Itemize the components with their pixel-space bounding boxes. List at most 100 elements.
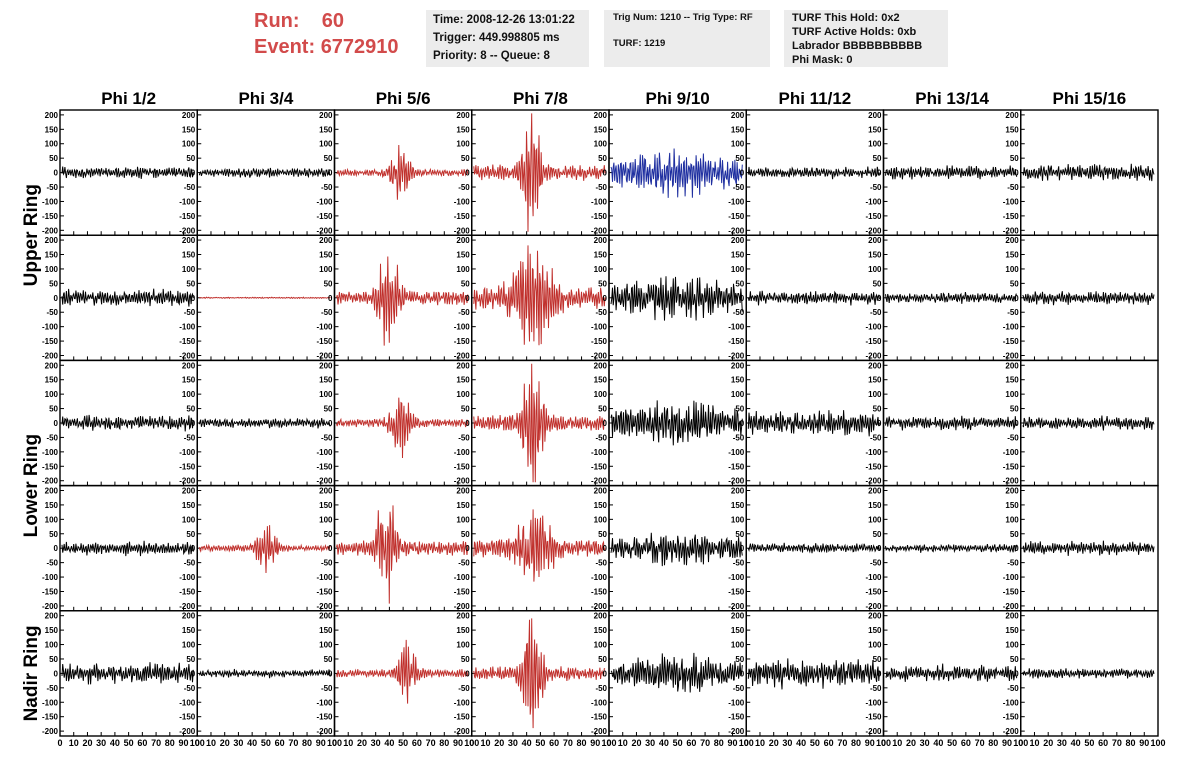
waveform-trace — [336, 256, 469, 346]
x-tick-label: 0 — [744, 738, 749, 748]
x-tick-label: 50 — [124, 738, 134, 748]
y-tick-label: -200 — [865, 602, 882, 611]
y-tick-label: -150 — [865, 212, 882, 221]
y-tick-label: -200 — [728, 477, 745, 486]
y-tick-label: 100 — [319, 515, 333, 524]
y-tick-label: -150 — [591, 713, 608, 722]
y-tick-label: 200 — [456, 486, 470, 495]
y-tick-label: 200 — [319, 486, 333, 495]
x-tick-label: 90 — [590, 738, 600, 748]
y-tick-label: -100 — [454, 698, 471, 707]
x-tick-label: 10 — [755, 738, 765, 748]
y-tick-label: -50 — [46, 559, 58, 568]
y-tick-label: -150 — [179, 212, 196, 221]
y-tick-label: -150 — [591, 587, 608, 596]
y-tick-label: -100 — [179, 197, 196, 206]
y-tick-label: 150 — [45, 251, 59, 260]
y-tick-label: 100 — [45, 641, 59, 650]
y-tick-label: 100 — [868, 140, 882, 149]
y-tick-label: 200 — [45, 361, 59, 370]
ring-label: Nadir Ring — [21, 625, 42, 721]
y-tick-label: -100 — [865, 573, 882, 582]
y-tick-label: 200 — [45, 486, 59, 495]
y-tick-label: -200 — [865, 727, 882, 736]
x-tick-label: 40 — [933, 738, 943, 748]
y-tick-label: 50 — [873, 279, 882, 288]
y-tick-label: 150 — [731, 626, 745, 635]
waveform-trace — [885, 415, 1018, 431]
y-tick-label: -150 — [728, 462, 745, 471]
y-tick-label: -200 — [728, 226, 745, 235]
x-tick-label: 20 — [82, 738, 92, 748]
y-tick-label: -200 — [179, 602, 196, 611]
y-tick-label: 200 — [594, 612, 608, 621]
y-tick-label: -50 — [733, 559, 745, 568]
y-tick-label: 150 — [1005, 376, 1019, 385]
y-tick-label: 150 — [594, 501, 608, 510]
y-tick-label: -50 — [870, 433, 882, 442]
x-tick-label: 10 — [892, 738, 902, 748]
y-tick-label: -100 — [728, 197, 745, 206]
y-tick-label: -200 — [179, 226, 196, 235]
y-tick-label: 50 — [186, 530, 195, 539]
waveform-trace — [198, 167, 331, 179]
y-tick-label: 200 — [594, 486, 608, 495]
turf-info-box: TURF This Hold: 0x2 TURF Active Holds: 0… — [784, 10, 948, 67]
y-tick-label: 150 — [182, 251, 196, 260]
y-tick-label: 200 — [456, 236, 470, 245]
y-tick-label: 200 — [319, 236, 333, 245]
y-tick-label: 0 — [328, 294, 333, 303]
y-tick-label: -50 — [184, 433, 196, 442]
y-tick-label: -100 — [316, 197, 333, 206]
y-tick-label: -150 — [865, 337, 882, 346]
y-tick-label: -100 — [316, 573, 333, 582]
x-tick-label: 30 — [1057, 738, 1067, 748]
y-tick-label: -150 — [591, 212, 608, 221]
y-tick-label: 50 — [324, 279, 333, 288]
y-tick-label: 200 — [319, 111, 333, 120]
waveform-trace — [61, 662, 194, 685]
x-tick-label: 100 — [876, 738, 891, 748]
y-tick-label: 50 — [324, 154, 333, 163]
y-tick-label: 150 — [868, 251, 882, 260]
x-tick-label: 90 — [453, 738, 463, 748]
x-tick-label: 100 — [1013, 738, 1028, 748]
y-tick-label: 200 — [182, 486, 196, 495]
x-tick-label: 100 — [601, 738, 616, 748]
x-tick-label: 90 — [1002, 738, 1012, 748]
x-tick-label: 70 — [700, 738, 710, 748]
y-tick-label: 150 — [319, 251, 333, 260]
y-tick-label: -200 — [42, 226, 59, 235]
x-tick-label: 0 — [195, 738, 200, 748]
y-tick-label: 200 — [731, 612, 745, 621]
y-tick-label: 200 — [731, 486, 745, 495]
waveform-trace — [610, 532, 743, 567]
waveform-trace — [336, 505, 469, 604]
y-tick-label: -100 — [865, 197, 882, 206]
x-tick-label: 80 — [714, 738, 724, 748]
y-tick-label: 200 — [456, 361, 470, 370]
y-tick-label: -150 — [42, 462, 59, 471]
trigger-text: Trigger: 449.998805 ms — [433, 32, 560, 44]
y-tick-label: -200 — [316, 602, 333, 611]
x-tick-label: 10 — [206, 738, 216, 748]
y-tick-label: -150 — [454, 337, 471, 346]
y-tick-label: -50 — [184, 183, 196, 192]
y-tick-label: 0 — [54, 169, 59, 178]
y-tick-label: 50 — [1010, 405, 1019, 414]
waveform-trace — [473, 113, 606, 232]
turf-num-text: TURF: 1219 — [613, 38, 666, 49]
x-tick-label: 20 — [220, 738, 230, 748]
y-tick-label: -50 — [46, 183, 58, 192]
y-tick-label: -50 — [870, 684, 882, 693]
y-tick-label: -50 — [46, 684, 58, 693]
x-tick-label: 0 — [469, 738, 474, 748]
turf-active-text: TURF Active Holds: 0xb — [792, 26, 917, 38]
waveform-trace — [473, 618, 606, 729]
y-tick-label: 100 — [319, 390, 333, 399]
y-tick-label: 200 — [594, 236, 608, 245]
x-tick-label: 20 — [357, 738, 367, 748]
y-tick-label: -150 — [316, 212, 333, 221]
y-tick-label: -100 — [454, 197, 471, 206]
y-tick-label: 50 — [735, 154, 744, 163]
